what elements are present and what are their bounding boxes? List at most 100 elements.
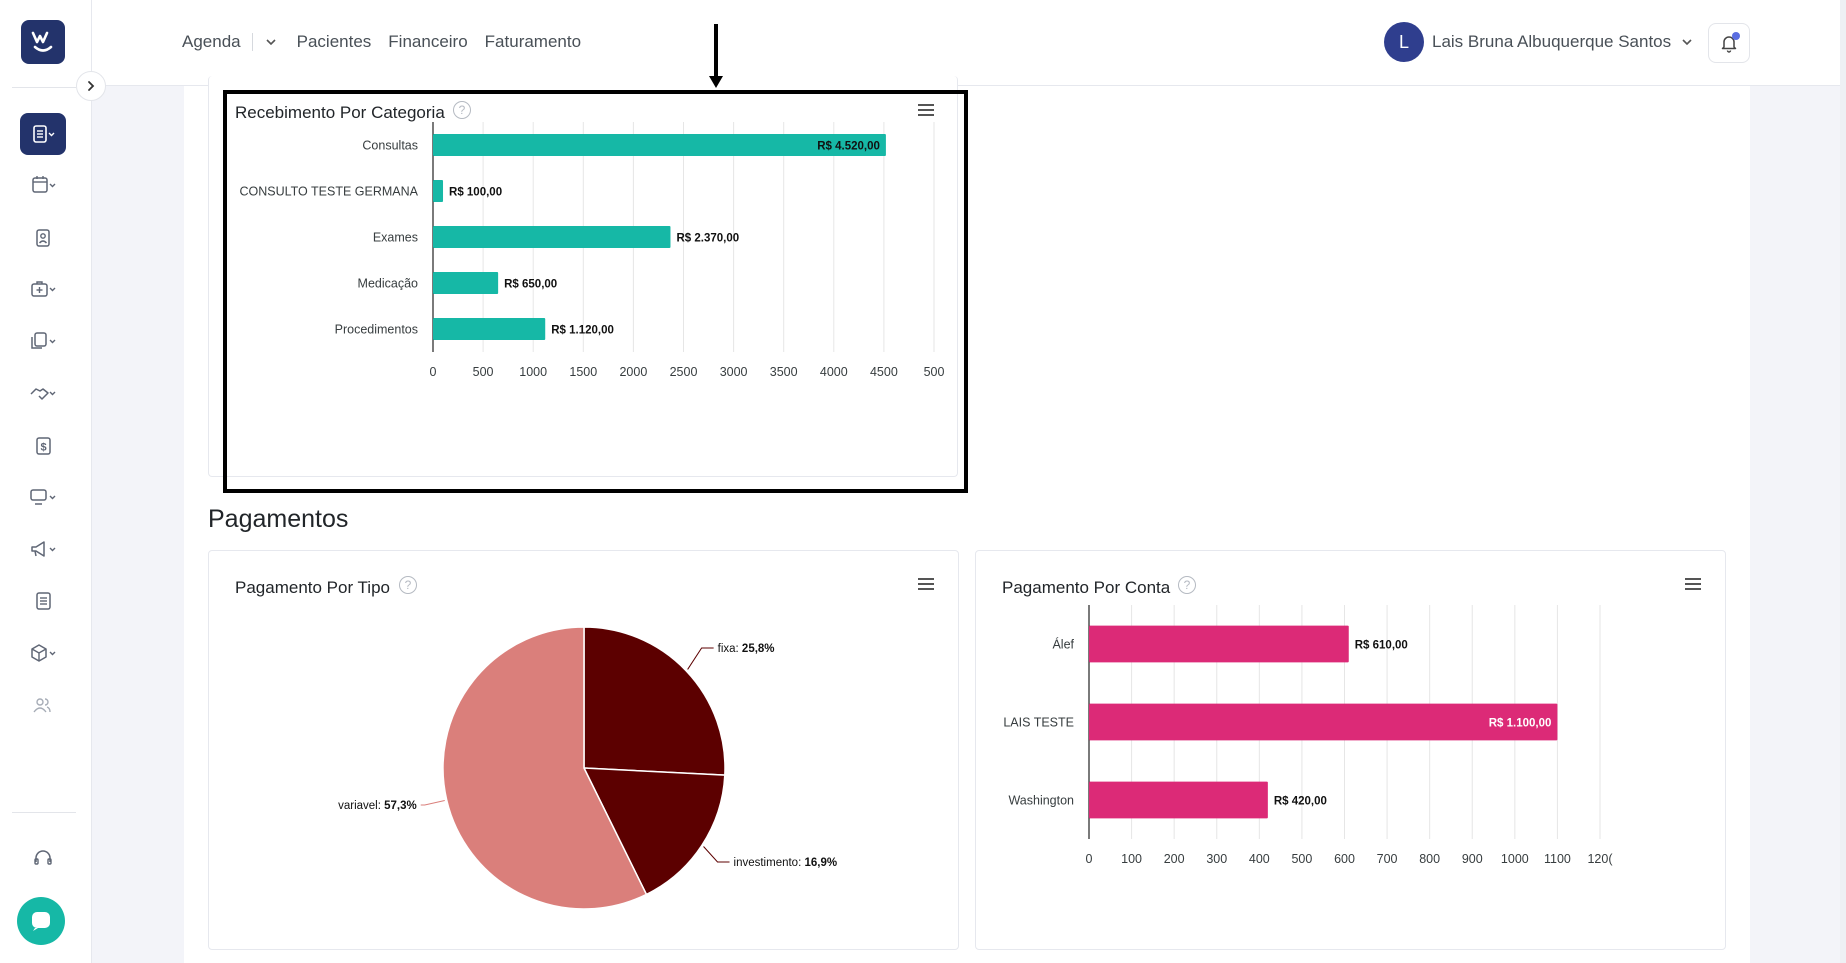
sidebar-item-monitor[interactable] — [20, 476, 66, 518]
pie-data-label: investimento: 16,9% — [734, 857, 838, 869]
sidebar-item-finance[interactable]: $ — [20, 425, 66, 467]
notebook-icon — [33, 125, 55, 143]
app-logo[interactable] — [21, 20, 65, 64]
sidebar-item-users[interactable] — [20, 684, 66, 726]
data-label: R$ 1.120,00 — [551, 325, 614, 337]
pie-label-name: variavel: — [338, 800, 384, 812]
x-tick-label: 0 — [430, 365, 437, 379]
help-icon[interactable]: ? — [453, 101, 471, 119]
x-tick-label: 1100 — [1544, 852, 1571, 866]
pie-slice — [583, 626, 726, 776]
x-tick-label: 900 — [1462, 852, 1483, 866]
page-scrollbar[interactable] — [1840, 0, 1846, 963]
pie-label-value: 16,9% — [804, 857, 837, 869]
sidebar-item-notebook[interactable] — [20, 113, 66, 155]
sidebar-collapse-button[interactable] — [76, 71, 106, 101]
highlight-box — [223, 90, 968, 493]
nav-financeiro[interactable]: Financeiro — [388, 32, 468, 51]
data-label: R$ 420,00 — [1274, 796, 1327, 808]
users-icon — [33, 698, 51, 713]
patient-card-icon — [36, 229, 50, 247]
user-menu[interactable]: L Lais Bruna Albuquerque Santos — [1384, 22, 1693, 62]
sidebar-item-inventory[interactable] — [20, 632, 66, 674]
x-tick-label: 1000 — [519, 365, 547, 379]
user-name: Lais Bruna Albuquerque Santos — [1432, 32, 1672, 51]
agenda-dropdown-toggle[interactable] — [265, 36, 277, 48]
notifications-button[interactable] — [1708, 23, 1750, 63]
card-payments-by-account: Pagamento Por Conta ? 0 100 200 300 400 500 60… — [975, 550, 1726, 950]
chat-button[interactable] — [17, 897, 65, 945]
nav-agenda[interactable]: Agenda — [182, 32, 241, 51]
x-tick-label: 3500 — [770, 365, 798, 379]
pie-label-value: 57,3% — [384, 800, 417, 812]
category-label: Exames — [373, 231, 418, 245]
top-bar: Agenda Pacientes Financeiro Faturamento … — [92, 0, 1846, 86]
category-label: Washington — [1008, 794, 1074, 808]
help-icon[interactable]: ? — [399, 576, 417, 594]
newspaper-icon — [36, 592, 51, 610]
sidebar-divider — [12, 812, 76, 813]
category-label: Medicação — [358, 277, 418, 291]
calendar-icon — [32, 176, 56, 193]
x-tick-label: 700 — [1377, 852, 1398, 866]
data-label: R$ 100,00 — [449, 187, 502, 199]
data-label: R$ 2.370,00 — [676, 233, 739, 245]
nav-pacientes[interactable]: Pacientes — [296, 32, 372, 51]
bar — [433, 225, 671, 249]
documents-icon — [31, 332, 56, 349]
pie-data-label: variavel: 57,3% — [338, 800, 417, 812]
pie-slice — [582, 767, 726, 896]
chart-title: Pagamento Por Conta — [1002, 578, 1171, 597]
x-tick-label: 4000 — [820, 365, 848, 379]
sidebar-item-marketing[interactable] — [20, 528, 66, 570]
handshake-icon — [30, 388, 56, 400]
sidebar-item-news[interactable] — [20, 580, 66, 622]
avatar: L — [1384, 22, 1424, 62]
chart-menu-icon[interactable] — [917, 577, 935, 591]
sidebar-item-documents[interactable] — [20, 320, 66, 362]
category-label: Álef — [1052, 637, 1074, 652]
chart-menu-icon[interactable] — [1684, 577, 1702, 591]
bar — [433, 271, 499, 295]
sidebar-item-medical[interactable] — [20, 268, 66, 310]
nav-faturamento[interactable]: Faturamento — [484, 32, 582, 51]
help-icon[interactable]: ? — [1178, 576, 1196, 594]
x-tick-label: 0 — [1086, 852, 1093, 866]
card-payments-by-type: Pagamento Por Tipo ? fixa: 25,8% investim… — [208, 550, 959, 950]
headset-icon — [34, 850, 52, 865]
sidebar-item-handshake[interactable] — [20, 372, 66, 414]
bar — [1089, 625, 1349, 663]
sidebar-item-patients[interactable] — [20, 217, 66, 259]
card-receipts-by-category: Recebimento Por Categoria ? 0 500 1000 1500… — [208, 76, 958, 477]
chevron-right-icon — [88, 81, 95, 91]
pie-label-name: fixa: — [718, 643, 742, 655]
x-tick-label: 100 — [1121, 852, 1142, 866]
x-tick-label: 300 — [1206, 852, 1227, 866]
chart-payments-by-type: fixa: 25,8% investimento: 16,9% variavel: … — [338, 626, 838, 910]
sidebar-item-support[interactable] — [20, 838, 66, 880]
logo-icon — [31, 31, 53, 52]
chart-receipts-by-category: 0 500 1000 1500 2000 2500 3000 3500 4000 4500 500 C… — [239, 122, 944, 379]
chart-menu-icon[interactable] — [917, 103, 935, 117]
data-label: R$ 1.100,00 — [1489, 718, 1552, 730]
pie-label-name: investimento: — [734, 857, 805, 869]
sidebar-divider — [12, 87, 76, 88]
svg-text:$: $ — [40, 442, 46, 454]
x-tick-label: 1000 — [1501, 852, 1529, 866]
pie-slice — [442, 626, 648, 910]
x-tick-label: 4500 — [870, 365, 898, 379]
notification-badge — [1732, 32, 1740, 40]
data-label: R$ 610,00 — [1355, 640, 1408, 652]
leader-line — [420, 800, 445, 806]
x-tick-label: 500 — [1291, 852, 1312, 866]
data-label: R$ 4.520,00 — [817, 141, 880, 153]
chevron-down-icon — [1682, 39, 1692, 46]
nav-separator — [251, 33, 253, 51]
data-label: R$ 650,00 — [504, 279, 557, 291]
bar — [433, 179, 444, 203]
user-menu-chevron — [1681, 36, 1693, 48]
sidebar-item-calendar[interactable] — [20, 164, 66, 206]
leader-line — [703, 846, 730, 863]
bar — [1089, 781, 1268, 819]
bar — [433, 317, 546, 341]
